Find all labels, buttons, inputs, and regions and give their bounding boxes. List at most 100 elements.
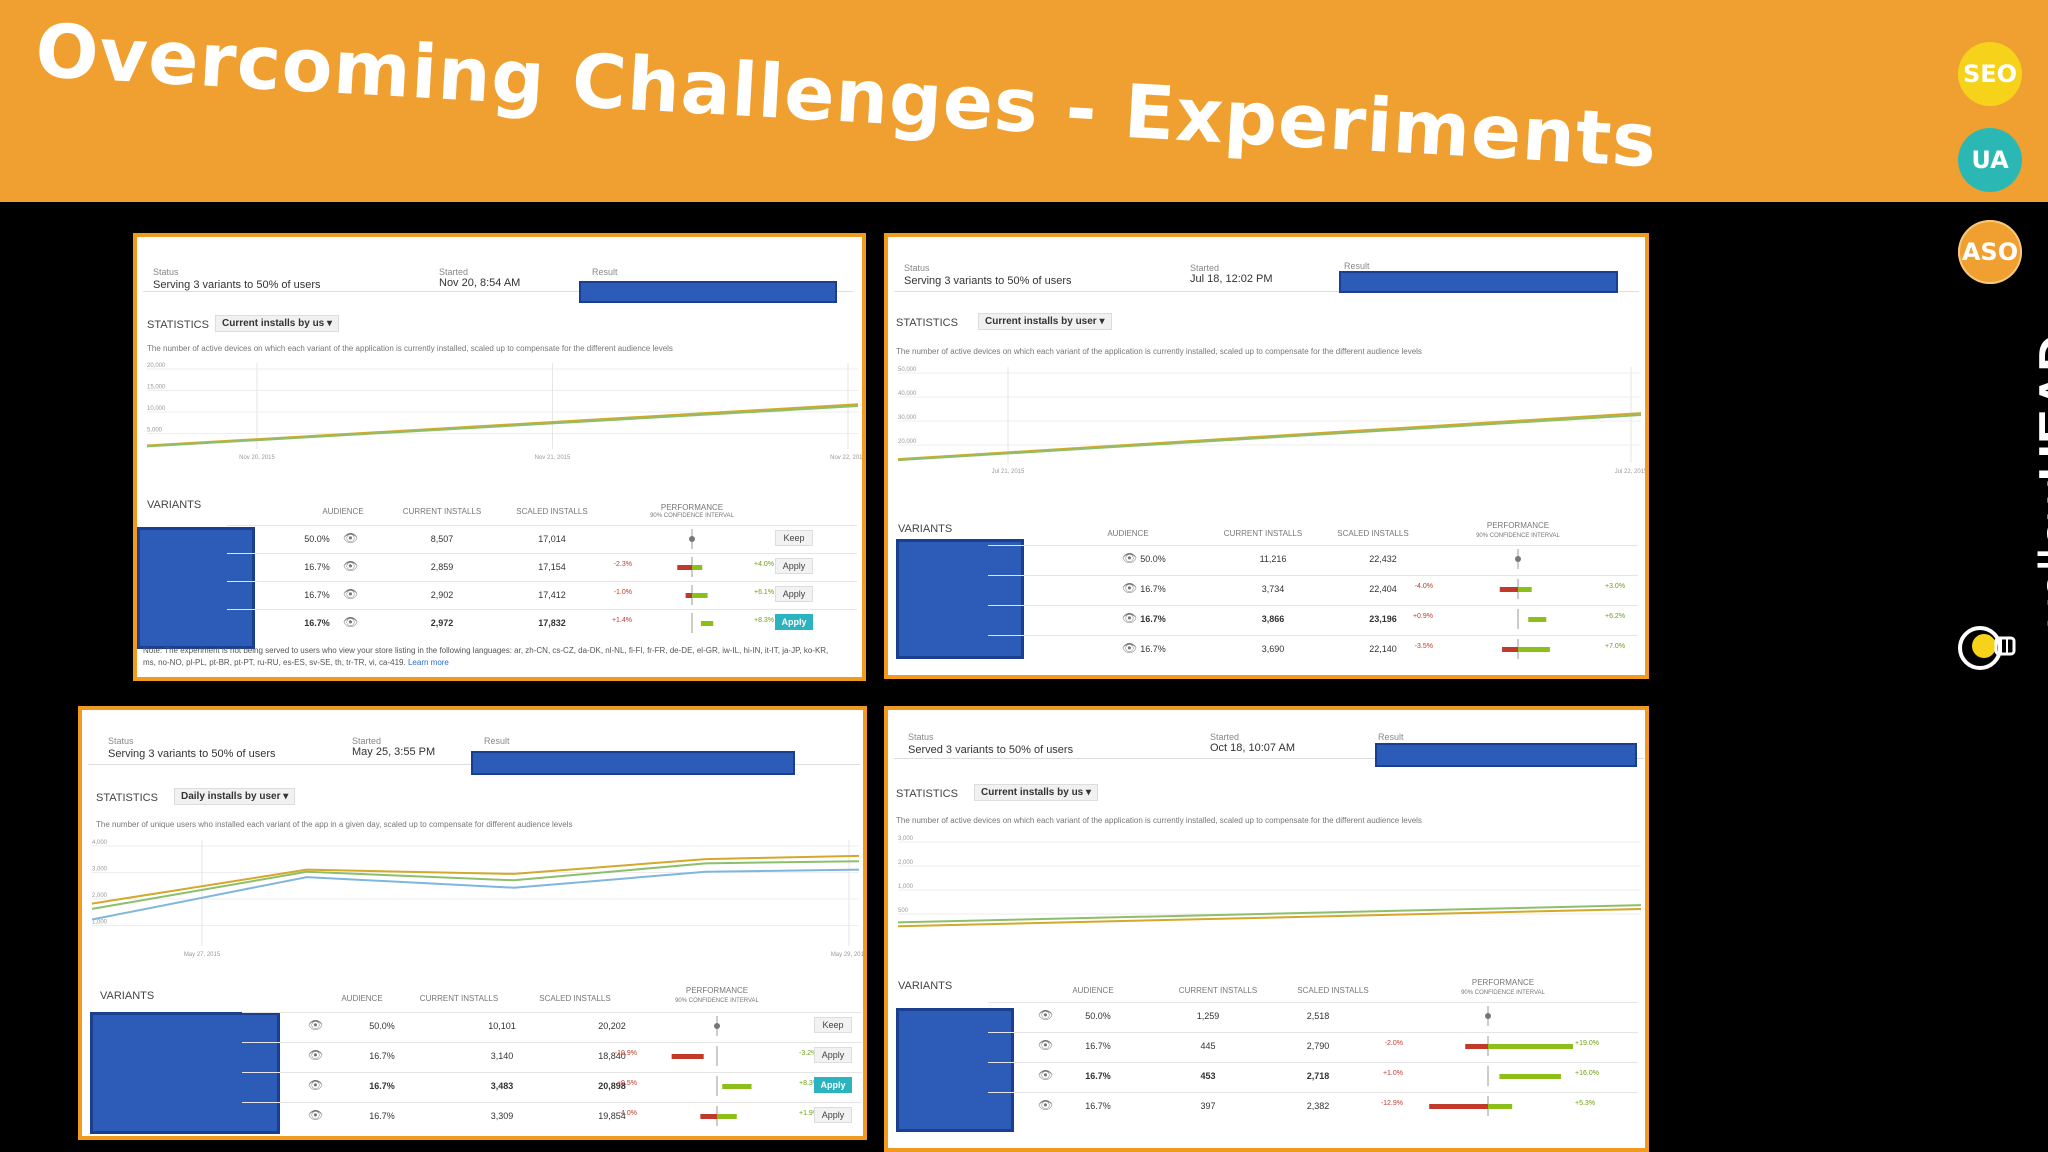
eye-icon[interactable]: 👁 (1038, 1068, 1054, 1082)
languages-note: Note: The experiment is not being served… (143, 645, 843, 669)
variant-icons-redacted (896, 539, 1024, 659)
x-tick-label: May 29, 2015 (831, 952, 863, 958)
started-label: Started (439, 267, 469, 277)
interval-negative (685, 593, 692, 598)
metric-dropdown[interactable]: Current installs by user ▾ (978, 313, 1112, 330)
apply-button[interactable]: Apply (814, 1107, 852, 1123)
confidence-interval (716, 1076, 752, 1096)
eye-icon[interactable]: 👁 (1122, 551, 1138, 565)
apply-button[interactable]: Apply (775, 586, 813, 602)
eye-icon[interactable]: 👁 (1038, 1038, 1054, 1052)
confidence-interval (714, 1016, 720, 1036)
interval-positive (1488, 1044, 1573, 1049)
metric-dropdown[interactable]: Current installs by us ▾ (215, 315, 340, 332)
status-label: Status (908, 732, 934, 742)
series-line (146, 403, 859, 447)
col-audience: AUDIENCE (1107, 529, 1149, 538)
interval-low: +1.4% (611, 617, 632, 624)
cell-audience: 16.7% (1085, 1041, 1111, 1051)
series-line (91, 854, 860, 905)
cell-current: 10,101 (488, 1021, 516, 1031)
col-audience: AUDIENCE (1072, 986, 1114, 995)
started-value: May 25, 3:55 PM (352, 746, 436, 758)
confidence-interval (1429, 1096, 1513, 1116)
cell-scaled: 19,854 (598, 1111, 626, 1121)
eye-icon[interactable]: 👁 (308, 1078, 324, 1092)
table-row (988, 545, 1638, 574)
status-value: Serving 3 variants to 50% of users (153, 279, 321, 291)
cell-scaled: 22,432 (1369, 554, 1397, 564)
eye-icon[interactable]: 👁 (343, 615, 359, 629)
interval-low: +0.5% (616, 1080, 637, 1087)
confidence-interval (1517, 609, 1547, 629)
apply-button[interactable]: Apply (775, 558, 813, 574)
eye-icon[interactable]: 👁 (308, 1108, 324, 1122)
result-redacted (579, 281, 837, 303)
aso-badge: ASO (1958, 220, 2022, 284)
started-label: Started (1210, 732, 1240, 742)
variants-label: VARIANTS (100, 990, 155, 1002)
col-current: CURRENT INSTALLS (1223, 529, 1303, 538)
col-scaled: SCALED INSTALLS (1337, 529, 1409, 538)
eye-icon[interactable]: 👁 (1038, 1098, 1054, 1112)
eye-icon[interactable]: 👁 (308, 1018, 324, 1032)
eye-icon[interactable]: 👁 (343, 559, 359, 573)
keep-button[interactable]: Keep (814, 1017, 852, 1033)
statistics-label: STATISTICS (896, 317, 958, 329)
chevron-down-icon: ▾ (1086, 787, 1092, 798)
y-tick-label: 5,000 (147, 428, 163, 434)
cell-current: 2,859 (430, 562, 454, 572)
apply-button[interactable]: Apply (814, 1077, 852, 1093)
table-row (227, 581, 857, 610)
cell-audience: 16.7% (1140, 614, 1166, 624)
started-value: Jul 18, 12:02 PM (1190, 273, 1273, 285)
eye-icon[interactable]: 👁 (308, 1048, 324, 1062)
eye-icon[interactable]: 👁 (1122, 641, 1138, 655)
table-row (988, 1002, 1638, 1031)
table-row (988, 1062, 1638, 1091)
apply-button[interactable]: Apply (814, 1047, 852, 1063)
learn-more-link[interactable]: Learn more (407, 658, 449, 667)
chart-description: The number of active devices on which ea… (896, 347, 1422, 356)
eye-icon[interactable]: 👁 (1122, 581, 1138, 595)
eye-icon[interactable]: 👁 (1038, 1008, 1054, 1022)
baseline-dot (1515, 556, 1521, 562)
metric-dropdown[interactable]: Daily installs by user ▾ (174, 788, 296, 805)
started-label: Started (352, 736, 382, 746)
col-audience: AUDIENCE (341, 994, 383, 1003)
status-value: Served 3 variants to 50% of users (908, 744, 1074, 756)
x-tick-label: Jul 21, 2015 (992, 469, 1025, 475)
interval-positive (692, 565, 703, 570)
status-label: Status (108, 736, 134, 746)
eye-icon[interactable]: 👁 (343, 531, 359, 545)
cell-scaled: 17,014 (538, 534, 566, 544)
interval-low: +1.0% (1382, 1070, 1403, 1077)
confidence-interval (1499, 579, 1532, 599)
keep-button[interactable]: Keep (775, 530, 813, 546)
variant-icons-redacted (90, 1012, 280, 1134)
eye-icon[interactable]: 👁 (1122, 611, 1138, 625)
cell-current: 3,866 (1261, 614, 1285, 624)
cell-audience: 50.0% (1140, 554, 1166, 564)
installs-chart: 3,000 2,000 1,000 500 (897, 836, 1642, 928)
metric-dropdown[interactable]: Current installs by us ▾ (974, 784, 1099, 801)
variants-label: VARIANTS (898, 523, 953, 535)
cell-audience: 16.7% (1140, 644, 1166, 654)
variant-icons-redacted (896, 1008, 1014, 1132)
cell-current: 3,690 (1261, 644, 1285, 654)
confidence-interval (689, 529, 695, 549)
info-bar (143, 253, 853, 292)
x-tick-label: Nov 22, 2015 (830, 455, 862, 461)
interval-negative (1465, 1044, 1488, 1049)
y-tick-label: 20,000 (147, 363, 166, 369)
eye-icon[interactable]: 👁 (343, 587, 359, 601)
experiment-panel-1: Status Serving 3 variants to 50% of user… (133, 233, 866, 681)
installs-chart: 20,000 15,000 10,000 5,000 Nov 20, 2015 Nov 2… (146, 363, 862, 461)
cell-current: 3,734 (1261, 584, 1285, 594)
installs-chart: 50,000 40,000 30,000 20,000 Jul 21, 2015 Jul … (897, 367, 1645, 475)
chart-description: The number of unique users who installed… (96, 820, 573, 829)
confidence-interval (1515, 549, 1521, 569)
apply-button[interactable]: Apply (775, 614, 813, 630)
started-value: Oct 18, 10:07 AM (1210, 742, 1295, 754)
installs-chart: 4,000 3,000 2,000 1,000 May 27, 2015 May 29, … (91, 840, 863, 958)
